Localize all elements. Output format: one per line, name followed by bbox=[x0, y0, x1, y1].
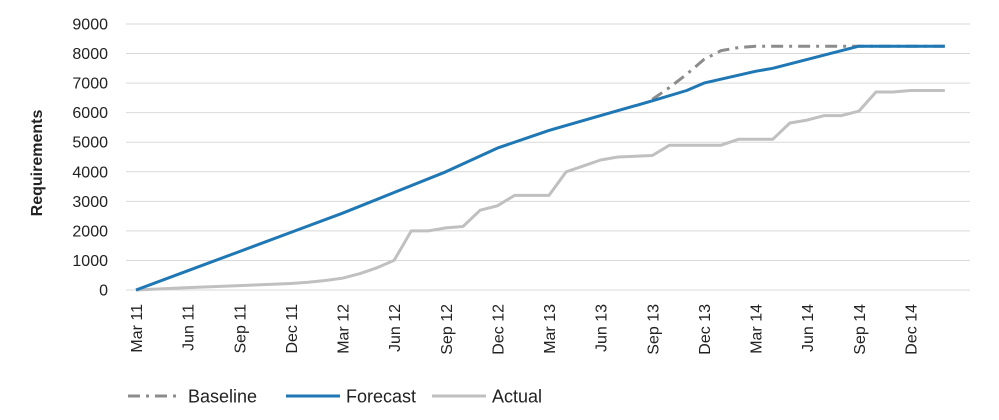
x-tick-label: Mar 14 bbox=[749, 304, 766, 354]
y-tick-label: 6000 bbox=[72, 105, 108, 122]
x-tick-label: Jun 12 bbox=[387, 304, 404, 352]
x-tick-label: Jun 13 bbox=[594, 304, 611, 352]
y-tick-label: 4000 bbox=[72, 164, 108, 181]
gridlines bbox=[126, 23, 970, 261]
x-tick-label: Mar 11 bbox=[129, 304, 146, 353]
x-tick-label: Sep 12 bbox=[439, 304, 456, 355]
legend-label-baseline: Baseline bbox=[188, 387, 257, 407]
y-tick-label: 2000 bbox=[72, 223, 108, 240]
x-tick-label: Dec 14 bbox=[903, 304, 920, 355]
y-tick-label: 1000 bbox=[72, 253, 108, 270]
legend-label-forecast: Forecast bbox=[346, 387, 416, 407]
legend: Baseline Forecast Actual bbox=[128, 387, 542, 407]
series-line-forecast bbox=[135, 44, 945, 292]
y-tick-label: 7000 bbox=[72, 76, 108, 93]
x-tick-label: Sep 13 bbox=[645, 304, 662, 355]
x-tick-label: Dec 13 bbox=[697, 304, 714, 355]
y-tick-label: 5000 bbox=[72, 135, 108, 152]
y-axis-title: Requirements bbox=[29, 110, 46, 217]
y-tick-label: 9000 bbox=[72, 17, 108, 34]
x-tick-label: Dec 11 bbox=[284, 304, 301, 354]
y-tick-label: 3000 bbox=[72, 194, 108, 211]
y-tick-label: 8000 bbox=[72, 46, 108, 63]
y-tick-label: 0 bbox=[99, 283, 108, 300]
y-axis-tick-labels: 0 1000 2000 3000 4000 5000 6000 7000 8000 9000 bbox=[72, 17, 108, 300]
x-tick-label: Jun 11 bbox=[181, 304, 198, 351]
legend-label-actual: Actual bbox=[492, 387, 542, 407]
x-tick-label: Sep 14 bbox=[852, 304, 869, 355]
x-tick-label: Dec 12 bbox=[490, 304, 507, 355]
series-line-baseline bbox=[651, 44, 945, 101]
series-line-actual bbox=[135, 89, 945, 292]
x-tick-label: Mar 12 bbox=[336, 304, 353, 354]
x-tick-label: Mar 13 bbox=[542, 304, 559, 354]
x-tick-label: Sep 11 bbox=[232, 304, 249, 354]
x-axis-tick-labels: Mar 11 Jun 11 Sep 11 Dec 11 Mar 12 Jun 12 Sep … bbox=[129, 304, 920, 355]
series-lines bbox=[135, 44, 945, 292]
x-tick-label: Jun 14 bbox=[800, 304, 817, 352]
